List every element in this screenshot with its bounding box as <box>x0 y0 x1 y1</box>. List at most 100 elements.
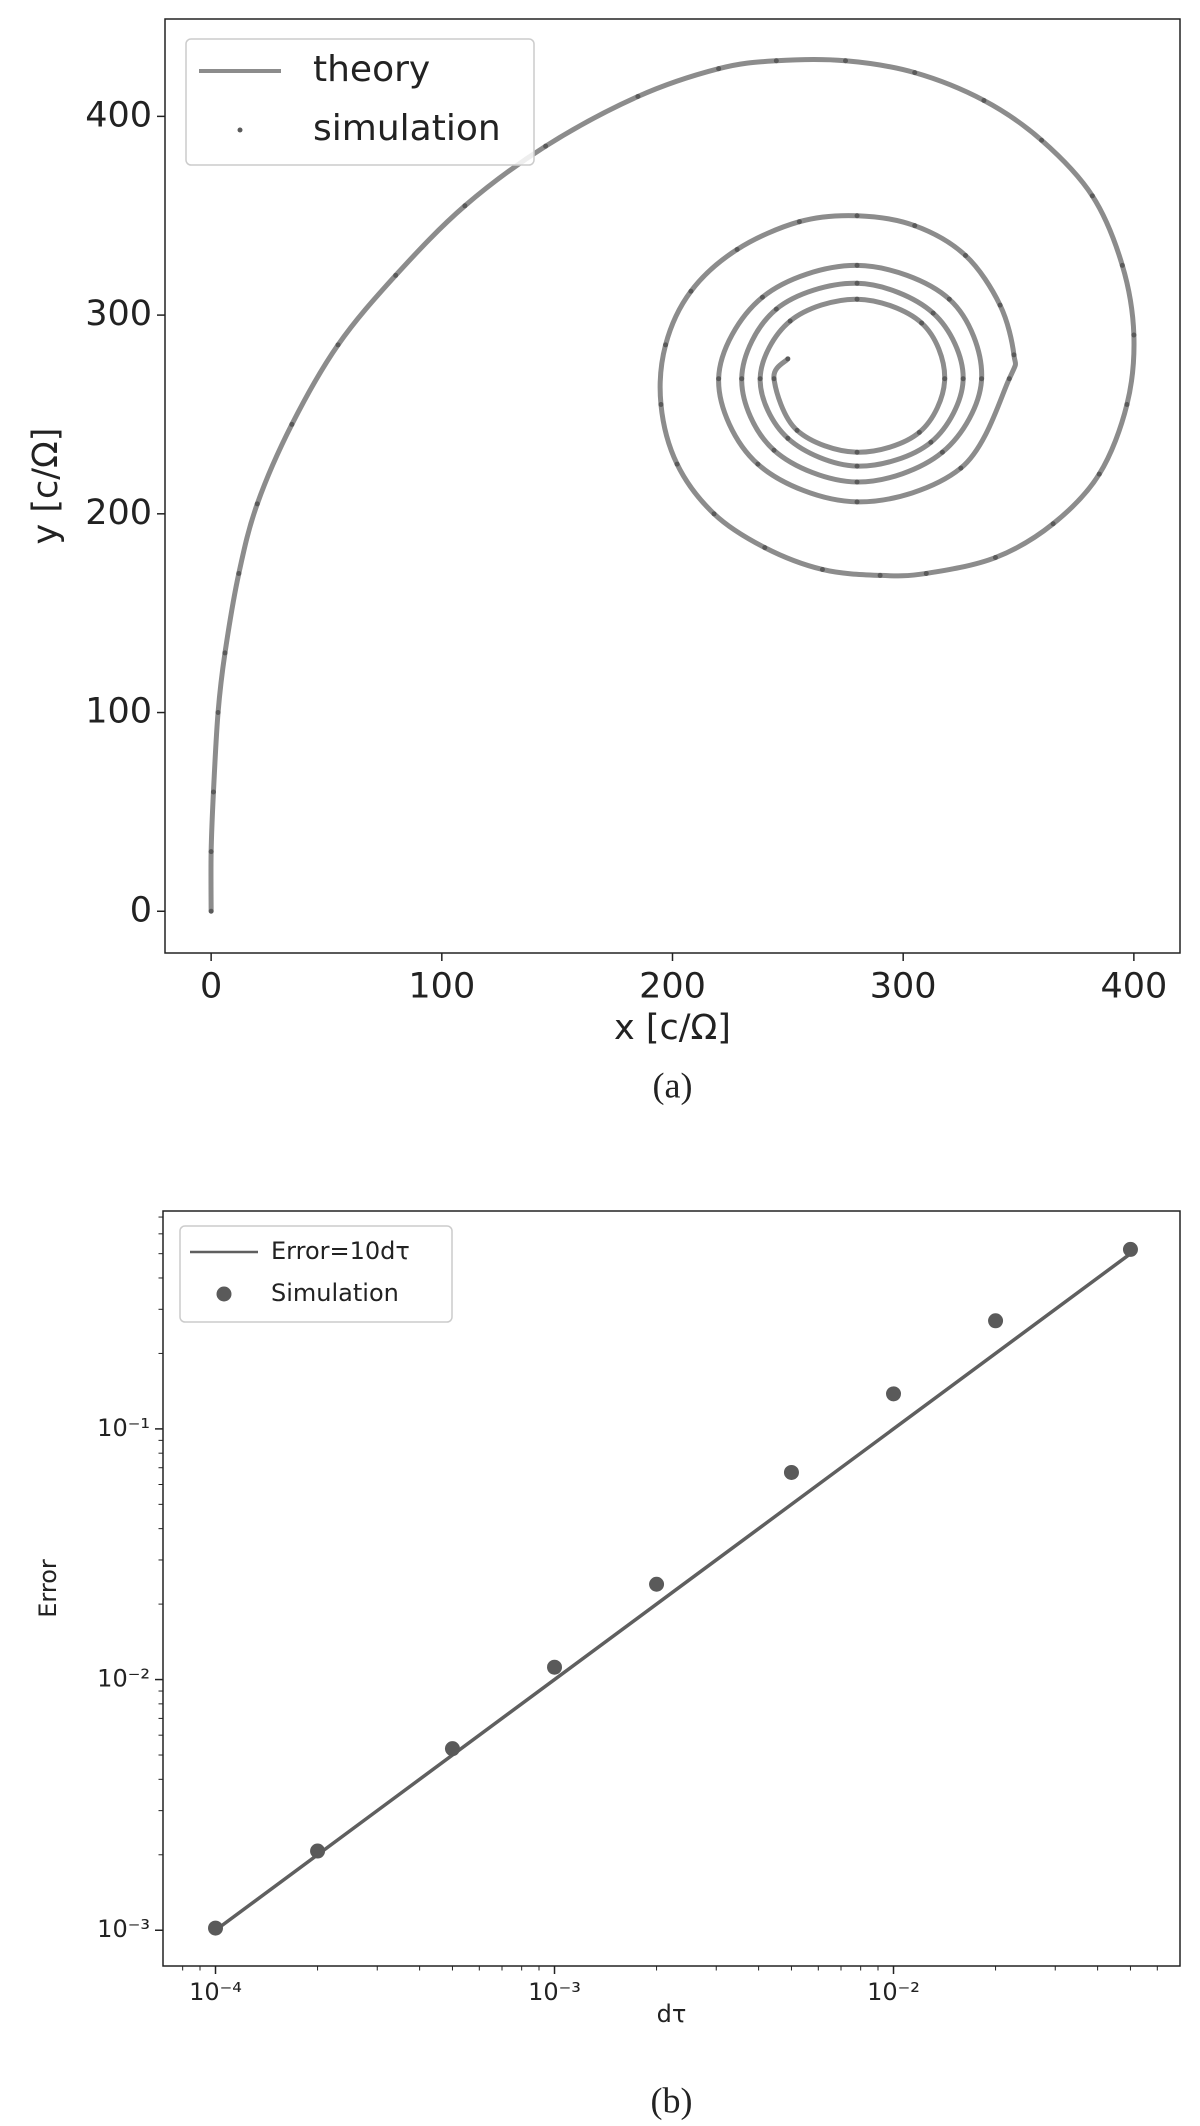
data-point <box>1050 521 1056 527</box>
data-point <box>1006 376 1012 382</box>
data-point <box>755 461 761 467</box>
data-point <box>716 66 722 72</box>
data-point <box>1096 471 1102 477</box>
data-point <box>658 402 664 408</box>
data-point <box>215 710 221 716</box>
data-point <box>979 376 985 382</box>
x-tick-label: 200 <box>639 967 706 1007</box>
data-point <box>919 320 925 326</box>
x-tick-label: 300 <box>870 967 937 1007</box>
y-tick-label: 400 <box>85 95 152 135</box>
y-tick-label: 10⁻¹ <box>97 1414 150 1442</box>
x-tick-label: 10⁻⁴ <box>189 1978 242 2006</box>
data-point <box>208 1920 224 1936</box>
data-point <box>462 203 468 209</box>
x-axis-label: x [c/Ω] <box>614 1008 731 1048</box>
data-point <box>794 427 800 433</box>
data-point <box>783 1464 799 1480</box>
data-point <box>254 501 260 507</box>
data-point <box>688 288 694 294</box>
data-point <box>222 650 228 656</box>
data-point <box>939 449 945 455</box>
data-point <box>236 570 242 576</box>
data-point <box>739 376 745 382</box>
x-tick-label: 0 <box>200 967 222 1007</box>
data-point <box>771 447 777 453</box>
data-point <box>854 262 860 268</box>
y-tick-label: 200 <box>85 493 152 533</box>
data-point <box>210 789 216 795</box>
y-tick-label: 10⁻³ <box>97 1915 150 1943</box>
y-tick-label: 10⁻² <box>97 1665 150 1693</box>
data-point <box>962 252 968 258</box>
data-point <box>819 566 825 572</box>
data-point <box>916 429 922 435</box>
caption: (a) <box>653 1065 693 1105</box>
plot-frame <box>162 1210 1181 1967</box>
data-point <box>393 272 399 278</box>
data-point <box>1122 1241 1138 1257</box>
data-point <box>716 376 722 382</box>
data-point <box>1039 137 1045 143</box>
data-point <box>796 219 802 225</box>
data-point <box>635 94 641 100</box>
data-point <box>289 421 295 427</box>
legend-label: Simulation <box>271 1279 399 1307</box>
data-point <box>771 376 777 382</box>
data-point <box>946 296 952 302</box>
data-point <box>787 318 793 324</box>
y-axis-label: Error <box>34 1559 62 1618</box>
y-tick-label: 300 <box>85 294 152 334</box>
data-point <box>444 1741 460 1757</box>
data-point <box>854 213 860 219</box>
data-point <box>992 555 998 561</box>
data-point <box>960 376 966 382</box>
data-point <box>663 342 669 348</box>
data-point <box>762 545 768 551</box>
data-point <box>877 572 883 578</box>
data-point <box>734 247 740 253</box>
data-point <box>912 70 918 76</box>
legend-swatch <box>216 1286 232 1302</box>
data-point <box>1089 193 1095 199</box>
data-point <box>1011 352 1017 358</box>
data-point <box>854 479 860 485</box>
data-point <box>854 463 860 469</box>
legend-box <box>179 1225 453 1323</box>
data-point <box>854 449 860 455</box>
data-point <box>1131 332 1137 338</box>
data-point <box>785 435 791 441</box>
data-point <box>912 223 918 229</box>
data-point <box>930 310 936 316</box>
y-tick-label: 100 <box>85 692 152 732</box>
data-point <box>854 499 860 505</box>
x-tick-label: 400 <box>1100 967 1167 1007</box>
legend-label: theory <box>313 49 430 90</box>
caption: (b) <box>651 2080 693 2120</box>
data-point <box>854 296 860 302</box>
data-point <box>988 1313 1004 1329</box>
x-tick-label: 100 <box>408 967 475 1007</box>
data-point <box>773 58 779 64</box>
data-point <box>997 302 1003 308</box>
data-point <box>843 58 849 64</box>
legend-label: simulation <box>313 108 501 149</box>
data-point <box>1119 262 1125 268</box>
data-point <box>208 849 214 855</box>
data-point <box>674 461 680 467</box>
data-point <box>649 1576 665 1592</box>
data-point <box>886 1386 902 1402</box>
data-point <box>335 342 341 348</box>
data-point <box>854 280 860 286</box>
data-point <box>1124 402 1130 408</box>
data-point <box>773 306 779 312</box>
data-point <box>923 570 929 576</box>
data-point <box>958 465 964 471</box>
legend-label: Error=10dτ <box>271 1237 410 1265</box>
data-point <box>543 143 549 149</box>
y-axis-label: y [c/Ω] <box>26 428 66 545</box>
data-point <box>310 1843 326 1859</box>
data-point <box>981 97 987 103</box>
